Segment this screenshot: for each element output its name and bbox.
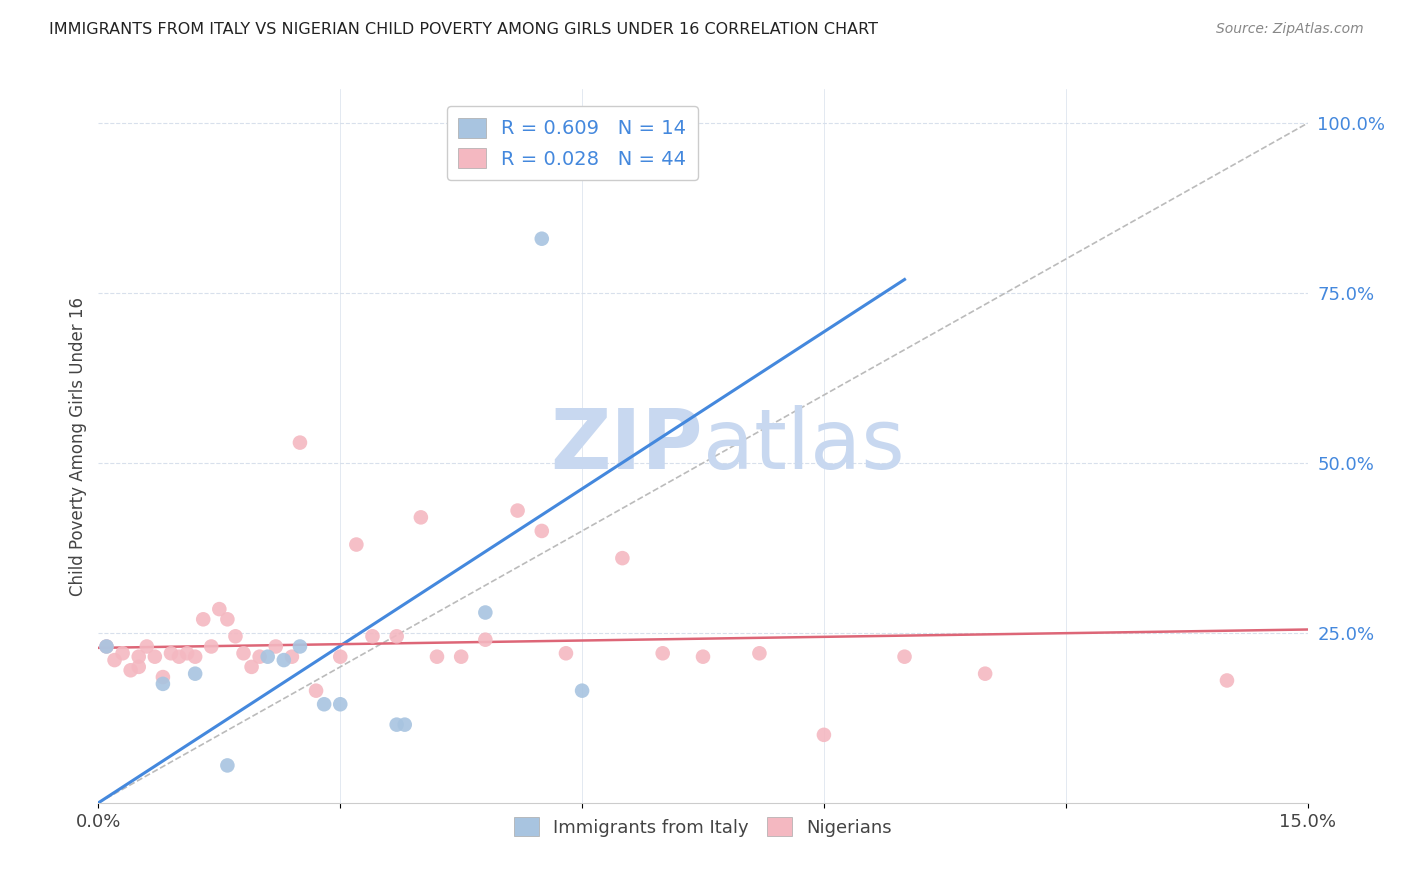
Point (748, 646, 770, 660)
Point (256, 649, 278, 664)
Point (232, 646, 254, 660)
Point (200, 640, 222, 654)
Point (128, 649, 150, 664)
Point (329, 649, 352, 664)
Point (450, 649, 472, 664)
Point (120, 663, 142, 677)
Point (184, 666, 207, 681)
Point (474, 606, 496, 620)
Point (288, 435, 311, 450)
Point (264, 640, 287, 654)
Point (361, 629, 384, 643)
Point (217, 612, 239, 626)
Point (288, 640, 311, 654)
Text: ZIP: ZIP (551, 406, 703, 486)
Point (96, 640, 118, 654)
Point (96, 640, 118, 654)
Point (651, 646, 673, 660)
Point (409, 510, 432, 524)
Point (273, 653, 295, 667)
Point (193, 612, 215, 626)
Text: Source: ZipAtlas.com: Source: ZipAtlas.com (1216, 22, 1364, 37)
Point (143, 649, 166, 664)
Point (893, 649, 915, 664)
Point (692, 649, 714, 664)
Point (314, 698, 336, 712)
Point (176, 646, 198, 660)
Point (135, 640, 157, 654)
Point (385, 717, 408, 731)
Point (385, 629, 408, 643)
Point (612, 551, 634, 566)
Y-axis label: Child Poverty Among Girls Under 16: Child Poverty Among Girls Under 16 (69, 296, 87, 596)
Point (813, 728, 835, 742)
Point (224, 629, 246, 643)
Point (571, 683, 593, 698)
Point (426, 649, 449, 664)
Point (152, 670, 174, 684)
Point (1216, 673, 1239, 688)
Point (152, 677, 174, 691)
Point (530, 524, 553, 538)
Point (249, 649, 271, 664)
Point (344, 537, 367, 551)
Point (394, 717, 416, 731)
Point (329, 698, 352, 712)
Point (103, 653, 125, 667)
Point (281, 649, 304, 664)
Point (474, 632, 496, 647)
Text: atlas: atlas (703, 406, 904, 486)
Point (160, 646, 183, 660)
Text: IMMIGRANTS FROM ITALY VS NIGERIAN CHILD POVERTY AMONG GIRLS UNDER 16 CORRELATION: IMMIGRANTS FROM ITALY VS NIGERIAN CHILD … (49, 22, 879, 37)
Point (111, 646, 134, 660)
Point (530, 232, 553, 246)
Point (208, 602, 231, 616)
Point (167, 649, 190, 664)
Point (217, 758, 239, 772)
Point (240, 660, 263, 674)
Point (555, 646, 578, 660)
Point (128, 660, 150, 674)
Point (305, 683, 328, 698)
Legend: Immigrants from Italy, Nigerians: Immigrants from Italy, Nigerians (506, 810, 900, 844)
Point (184, 649, 207, 664)
Point (974, 666, 997, 681)
Point (506, 503, 529, 517)
